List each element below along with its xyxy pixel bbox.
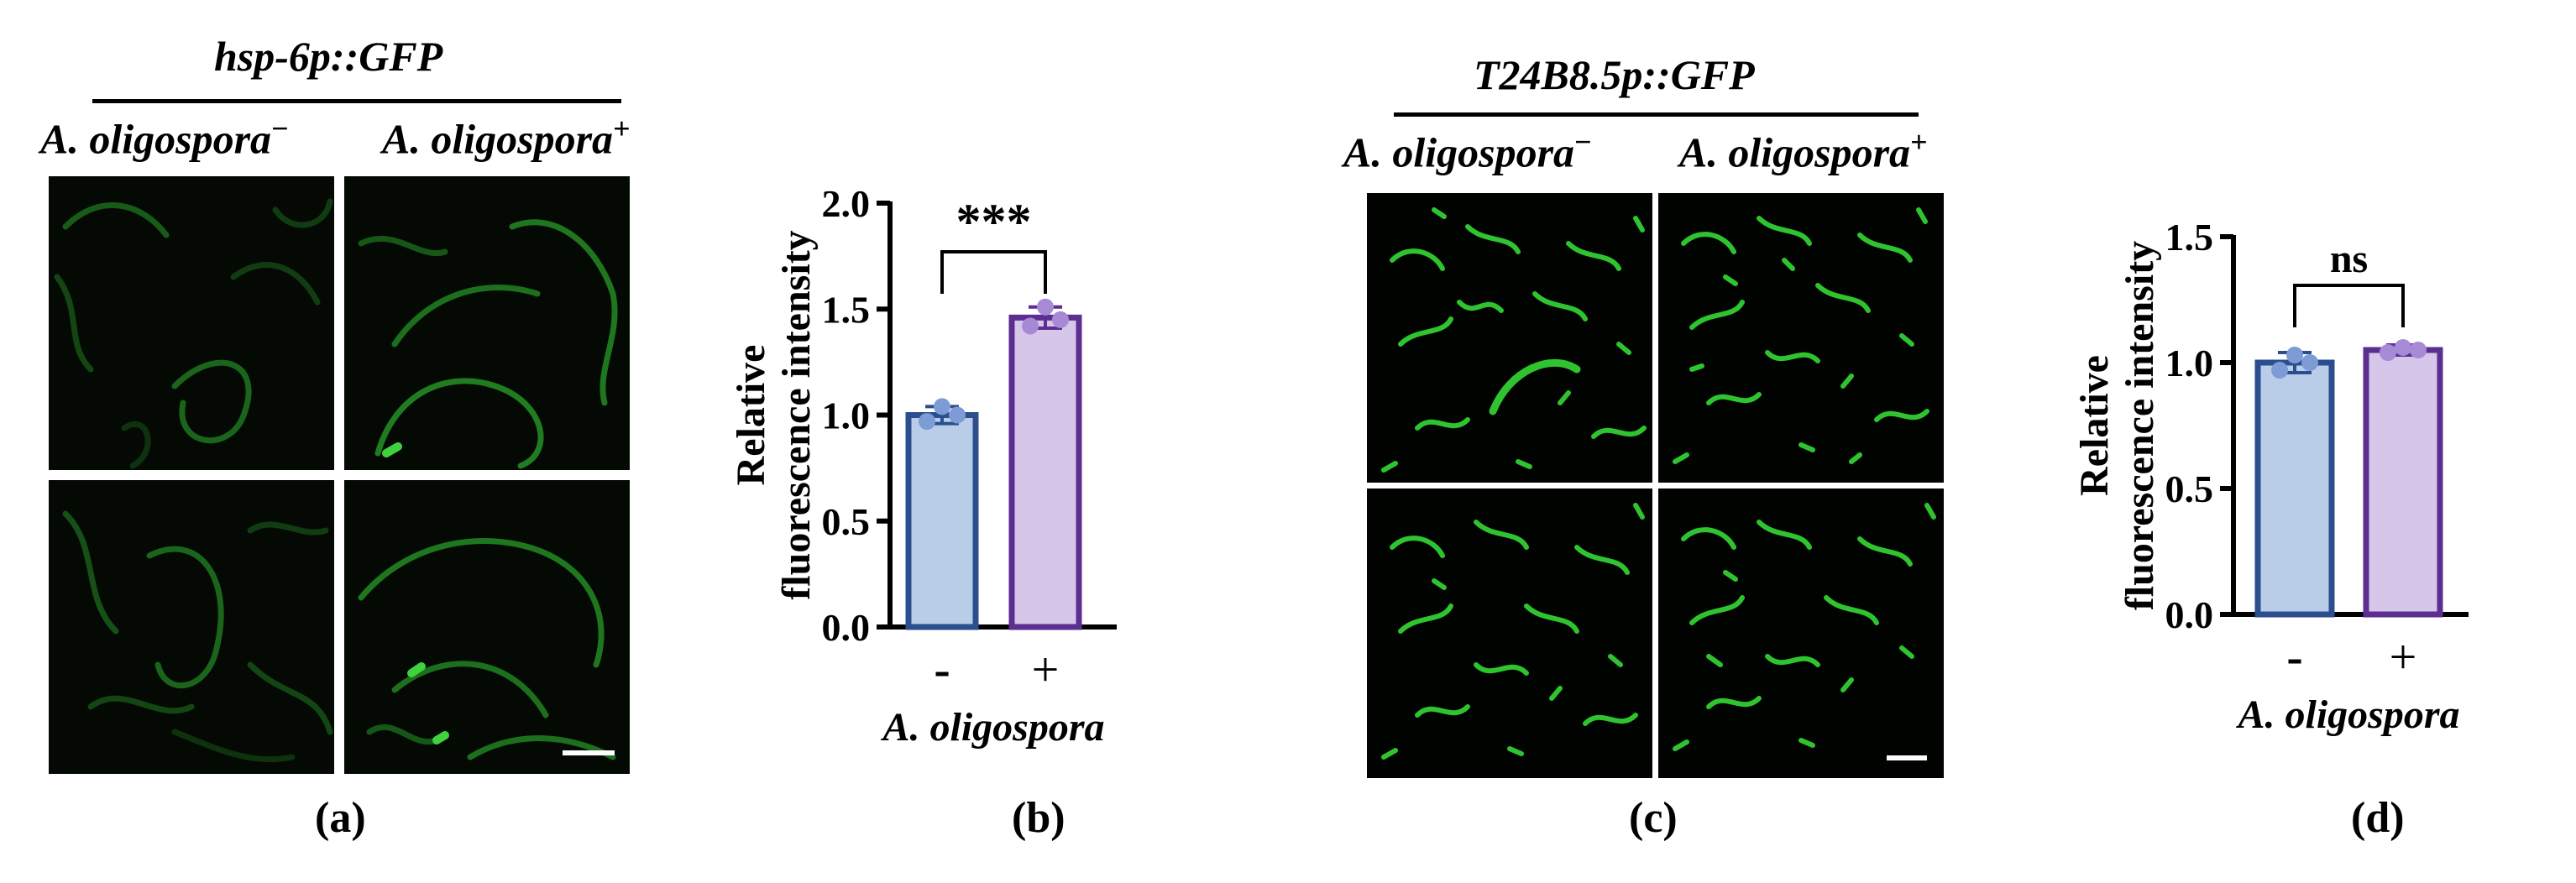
y-tick-label: 2.0 bbox=[822, 182, 871, 225]
data-point bbox=[919, 413, 935, 431]
panel-a-label: (a) bbox=[315, 794, 366, 842]
x-tick-label: - bbox=[2286, 630, 2302, 684]
panel-a-condition-plus: A. oligospora+ bbox=[382, 112, 631, 163]
significance-label: *** bbox=[956, 194, 1032, 249]
y-tick-label: 0.5 bbox=[822, 500, 871, 543]
data-point bbox=[2380, 344, 2396, 361]
y-tick-label: 1.0 bbox=[822, 394, 871, 437]
bar bbox=[905, 412, 979, 630]
x-tick-label: - bbox=[934, 642, 950, 697]
significance-label: ns bbox=[2330, 237, 2368, 281]
bar bbox=[1008, 314, 1082, 630]
x-tick-label: + bbox=[1032, 642, 1060, 697]
data-point bbox=[1052, 311, 1069, 328]
data-point bbox=[2271, 362, 2288, 379]
data-point bbox=[2395, 339, 2411, 356]
significance-bracket bbox=[940, 250, 1047, 294]
y-axis-label-line: fluorescence intensity bbox=[2118, 241, 2162, 610]
micrograph-c-minus-bottom bbox=[1367, 489, 1652, 778]
scale-bar-c bbox=[1887, 755, 1927, 760]
data-point bbox=[2410, 342, 2427, 358]
micrograph-c-plus-bottom bbox=[1658, 489, 1944, 778]
panel-a-title-rule bbox=[92, 99, 621, 103]
y-tick-label: 1.0 bbox=[2165, 342, 2214, 384]
panel-b-label: (b) bbox=[1012, 794, 1065, 842]
scale-bar-a bbox=[563, 750, 615, 755]
panel-c-condition-minus: A. oligospora− bbox=[1343, 125, 1592, 176]
data-point bbox=[949, 406, 966, 424]
y-tick-label: 1.5 bbox=[2165, 218, 2214, 259]
x-tick-label: + bbox=[2390, 630, 2417, 684]
y-axis-label: Relative fluorescence intensity bbox=[729, 230, 819, 599]
x-axis-label: A. oligospora bbox=[2235, 692, 2459, 737]
bar bbox=[2363, 347, 2443, 618]
panel-a-title: hsp-6p::GFP bbox=[214, 33, 443, 80]
micrograph-a-plus-top bbox=[344, 176, 630, 470]
y-tick-label: 1.5 bbox=[822, 288, 871, 331]
panel-c-label: (c) bbox=[1629, 794, 1678, 842]
y-tick-label: 0.0 bbox=[822, 606, 871, 649]
y-axis-label-line: Relative bbox=[2072, 355, 2117, 496]
panel-d-label: (d) bbox=[2351, 794, 2405, 842]
x-axis-label: A. oligospora bbox=[880, 705, 1104, 750]
data-point bbox=[2301, 354, 2318, 371]
y-axis-label: Relative fluorescence intensity bbox=[2072, 241, 2162, 610]
y-tick-label: 0.5 bbox=[2165, 468, 2214, 510]
y-tick-label: 0.0 bbox=[2165, 593, 2214, 636]
bar bbox=[2254, 359, 2335, 618]
panel-a-condition-minus: A. oligospora− bbox=[40, 112, 289, 163]
data-point bbox=[934, 398, 950, 415]
y-axis-label-line: fluorescence intensity bbox=[774, 230, 819, 599]
data-point bbox=[2286, 347, 2303, 363]
micrograph-c-plus-top bbox=[1658, 193, 1944, 483]
significance-bracket bbox=[2293, 284, 2405, 327]
micrograph-a-minus-top bbox=[49, 176, 334, 470]
panel-c-condition-plus: A. oligospora+ bbox=[1679, 125, 1928, 176]
micrograph-a-plus-bottom bbox=[344, 480, 630, 774]
micrograph-a-minus-bottom bbox=[49, 480, 334, 774]
y-axis-label-line: Relative bbox=[729, 345, 773, 486]
panel-c-title: T24B8.5p::GFP bbox=[1474, 51, 1755, 98]
micrograph-c-minus-top bbox=[1367, 193, 1652, 483]
data-point bbox=[1037, 298, 1054, 316]
data-point bbox=[1022, 317, 1039, 335]
panel-c-title-rule bbox=[1394, 112, 1919, 117]
